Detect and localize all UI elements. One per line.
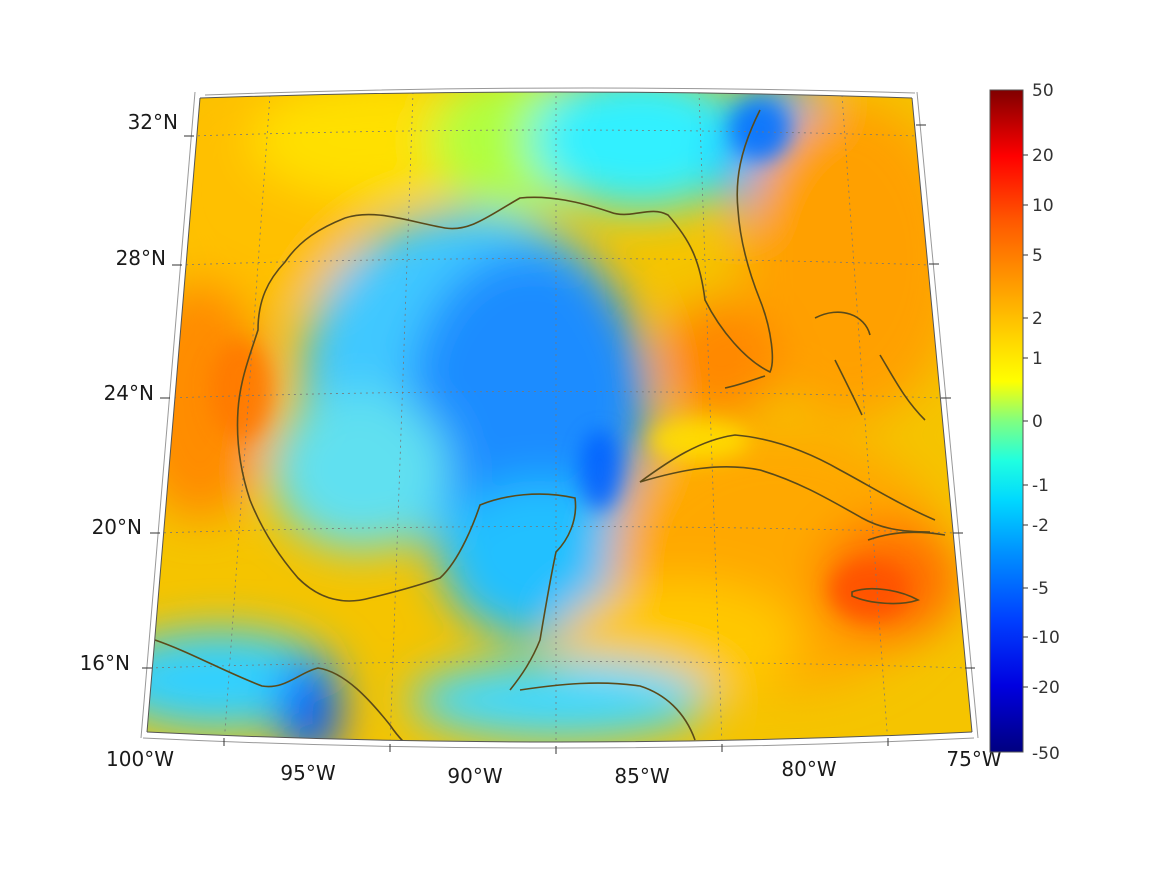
coastlines xyxy=(154,109,946,742)
colorbar-gradient xyxy=(989,89,1024,753)
colorbar-tick-label: -5 xyxy=(1032,579,1049,599)
map-ticks xyxy=(142,124,975,754)
colorbar-tick-label: -20 xyxy=(1032,678,1060,698)
colorbar-tick-label: 20 xyxy=(1032,146,1054,166)
lon-tick-label: 90°W xyxy=(447,764,502,788)
colorbar-tick-label: -1 xyxy=(1032,476,1049,496)
lat-tick-label: 20°N xyxy=(92,515,142,539)
lon-tick-label: 85°W xyxy=(614,764,669,788)
colorbar-tick-label: -10 xyxy=(1032,628,1060,648)
lat-tick-label: 32°N xyxy=(128,110,178,134)
lon-tick-label: 80°W xyxy=(781,757,836,781)
lon-tick-label: 95°W xyxy=(280,761,335,785)
lat-tick-label: 24°N xyxy=(104,381,154,405)
colorbar-tick-label: 50 xyxy=(1032,81,1054,101)
lat-tick-label: 16°N xyxy=(80,651,130,675)
colorbar-tick-label: -2 xyxy=(1032,516,1049,536)
lat-tick-label: 28°N xyxy=(116,246,166,270)
longitude-labels: 100°W 95°W 90°W 85°W 80°W 75°W xyxy=(106,747,1002,788)
colorbar-tick-label: 2 xyxy=(1032,309,1043,329)
colorbar-ticks xyxy=(1023,154,1028,688)
colorbar-tick-label: 10 xyxy=(1032,196,1054,216)
colorbar-tick-label: -50 xyxy=(1032,744,1060,764)
map-frame xyxy=(140,87,979,749)
colorbar-tick-label: 0 xyxy=(1032,412,1043,432)
latitude-labels: 32°N 28°N 24°N 20°N 16°N xyxy=(80,110,178,675)
colorbar: 50 20 10 5 2 1 0 -1 -2 -5 -10 -20 -50 xyxy=(989,81,1060,764)
lon-tick-label: 100°W xyxy=(106,747,174,771)
colorbar-tick-label: 5 xyxy=(1032,246,1043,266)
colorbar-tick-label: 1 xyxy=(1032,349,1043,369)
data-field xyxy=(147,92,972,742)
